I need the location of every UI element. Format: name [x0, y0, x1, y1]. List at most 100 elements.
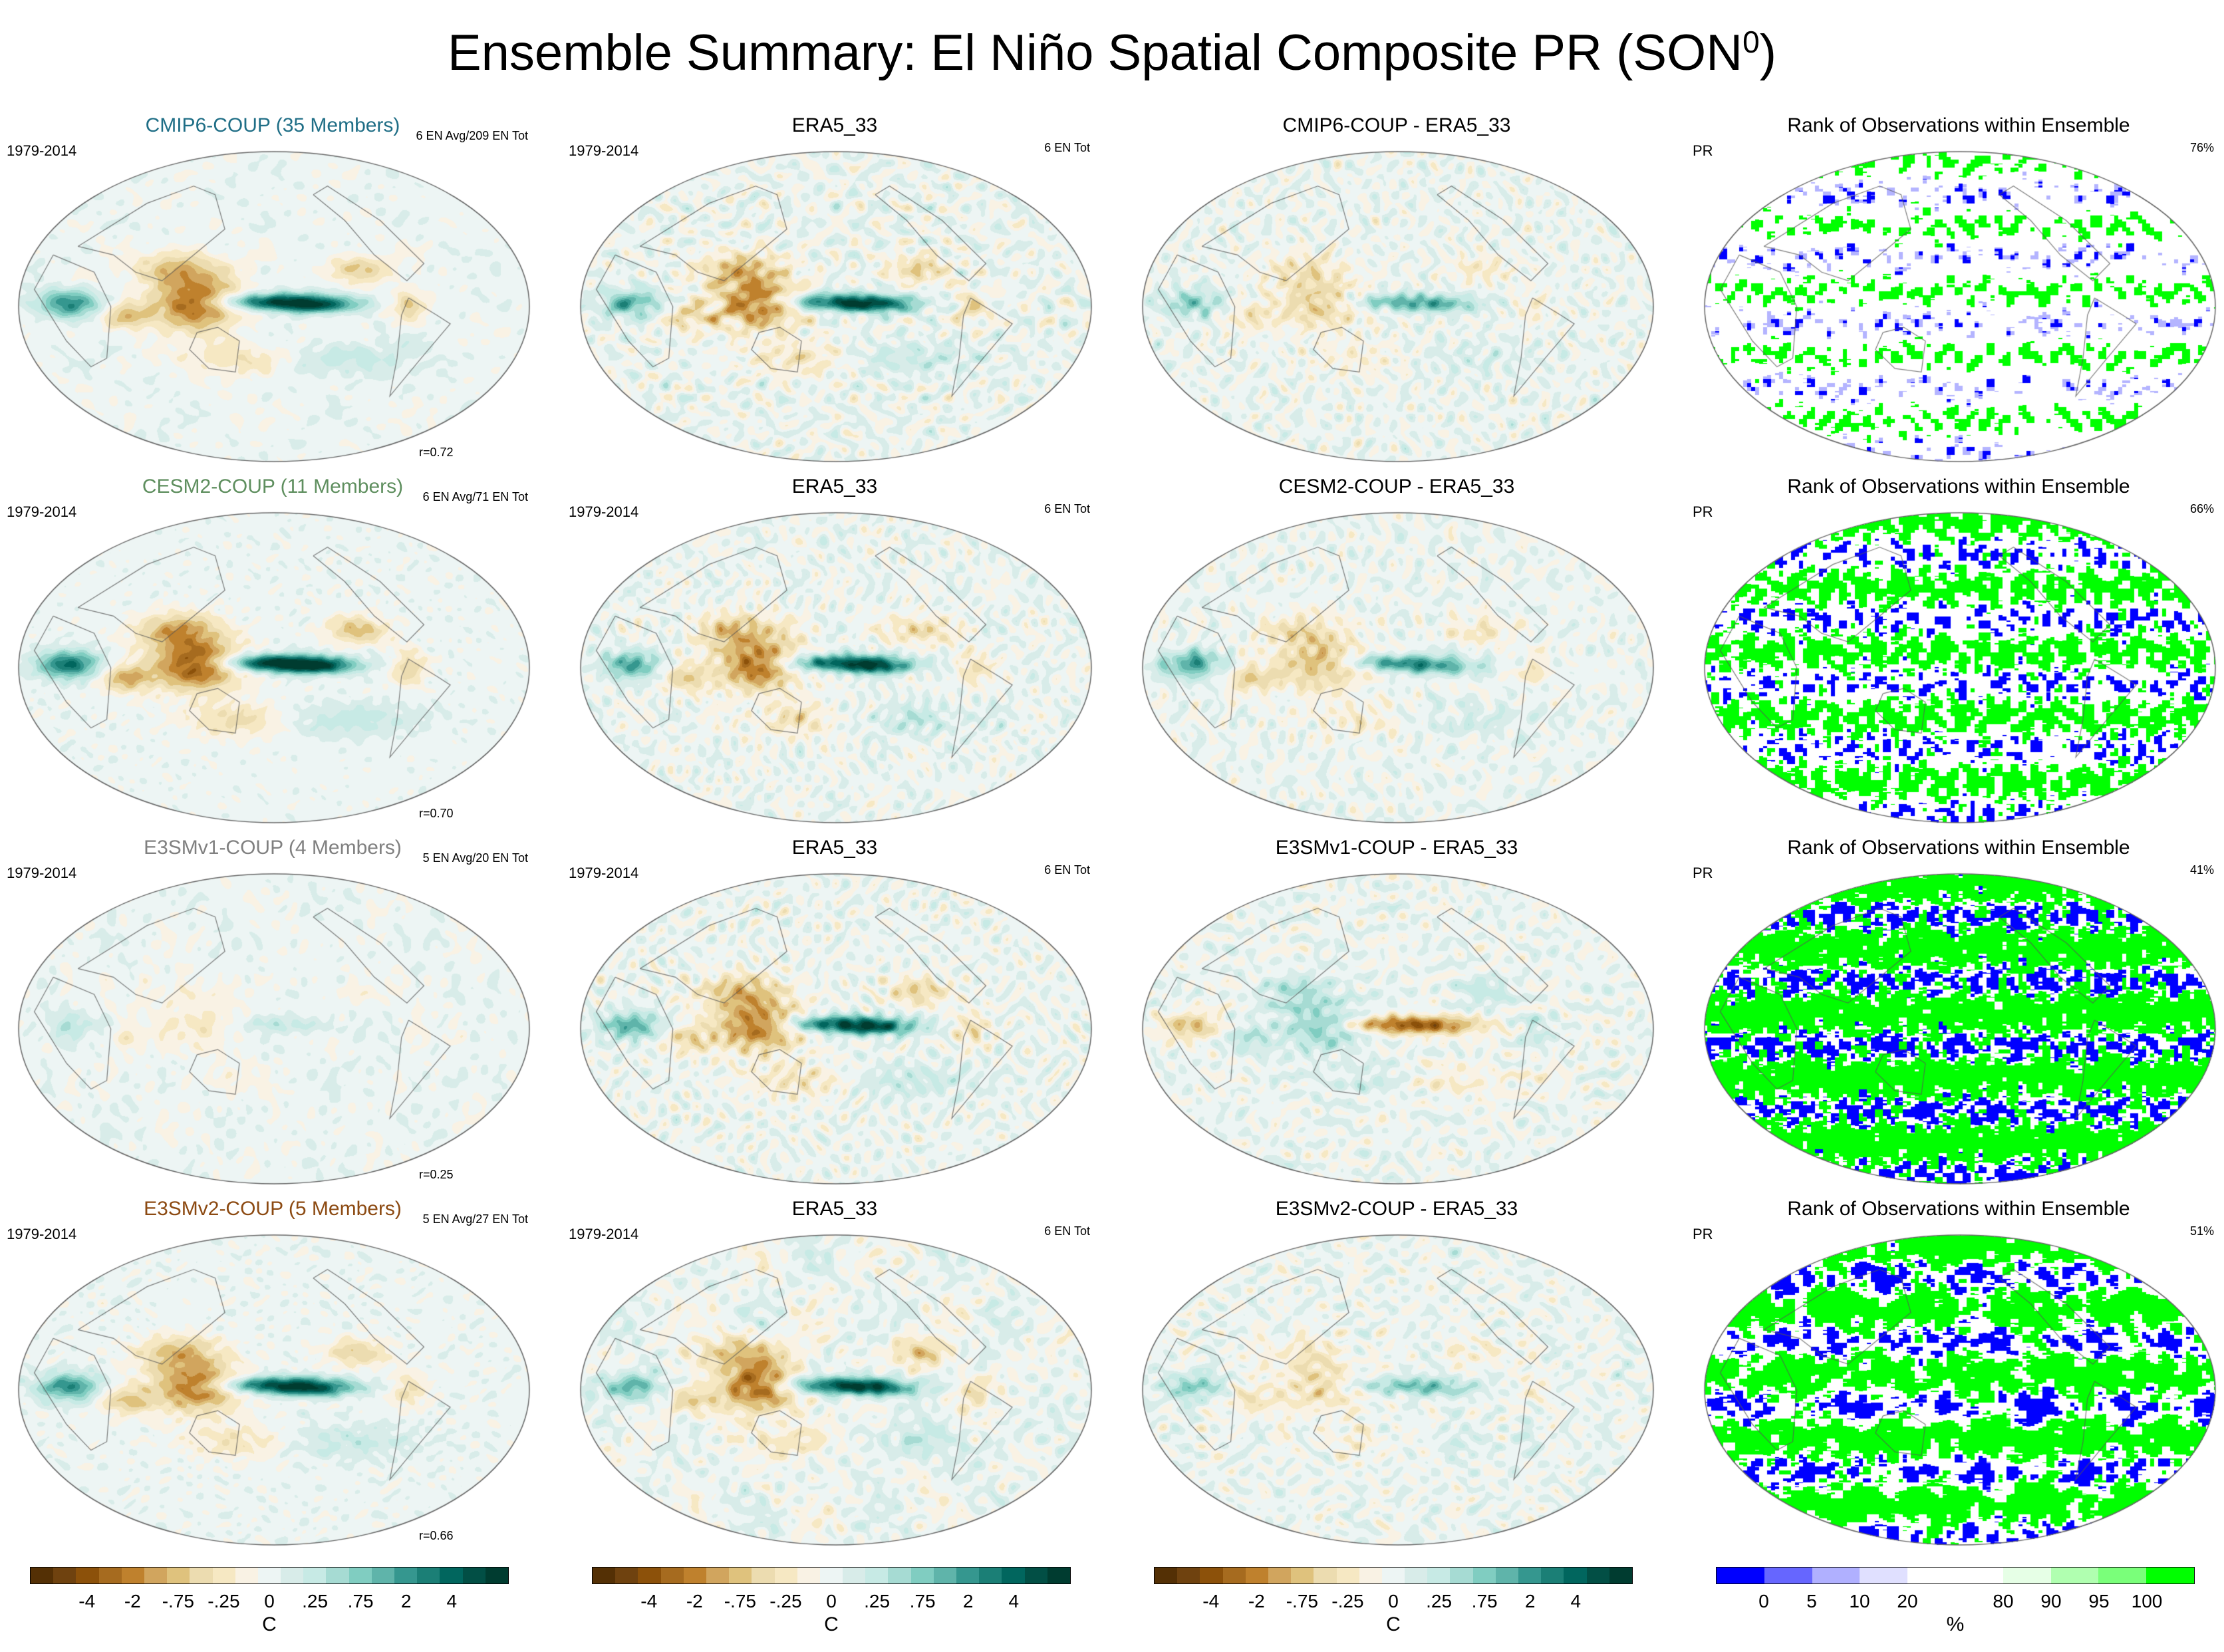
difference-panel-title: E3SMv2-COUP - ERA5_33 [1275, 1198, 1518, 1220]
model-panel-title: E3SMv2-COUP (5 Members) [144, 1198, 402, 1220]
colorbar-swatch [1717, 1568, 1764, 1583]
colorbar-tick-label: 2 [400, 1591, 412, 1611]
colorbar-unit-label: C [1386, 1613, 1401, 1635]
colorbar-swatch [1047, 1568, 1070, 1583]
panel-obs-row-2: ERA5_331979-20146 EN Tot [569, 474, 1101, 837]
colorbar-swatch [1586, 1568, 1609, 1583]
difference-panel-title: E3SMv1-COUP - ERA5_33 [1275, 837, 1518, 859]
colorbar-model: -4 -2 -.75 -.25 0 .25 .75 2 4 C [30, 1567, 509, 1647]
colorbar-swatch [281, 1568, 304, 1583]
obs-map [575, 870, 1097, 1188]
colorbar-swatch [235, 1568, 258, 1583]
colorbar-tick-label: 0 [264, 1591, 275, 1611]
colorbar-tick-label: 4 [446, 1591, 458, 1611]
colorbar-swatch [1291, 1568, 1314, 1583]
colorbar-swatch [979, 1568, 1002, 1583]
colorbar-tick-label: 20 [1897, 1591, 1918, 1611]
colorbar-swatch [1495, 1568, 1518, 1583]
colorbar-swatch [394, 1568, 418, 1583]
colorbar-tick-label: 0 [1388, 1591, 1399, 1611]
colorbar-unit-label: C [262, 1613, 277, 1635]
colorbar-swatch [417, 1568, 440, 1583]
colorbar-swatch [1812, 1568, 1860, 1583]
colorbar-tick-label: -4 [78, 1591, 96, 1611]
colorbar-swatch [706, 1568, 730, 1583]
colorbar-swatch [1222, 1568, 1246, 1583]
obs-panel-title: ERA5_33 [791, 837, 878, 859]
colorbar-tick-label: -.75 [1286, 1591, 1318, 1611]
colorbar-swatch [212, 1568, 235, 1583]
panel-model-row-2: CESM2-COUP (11 Members)1979-20146 EN Avg… [7, 474, 539, 837]
colorbar-tick-label: .25 [1426, 1591, 1453, 1611]
panel-event-count: 6 EN Avg/71 EN Tot [422, 490, 528, 503]
colorbar-obs: -4 -2 -.75 -.25 0 .25 .75 2 4 C [592, 1567, 1071, 1647]
colorbar-tick-label: .75 [1471, 1591, 1498, 1611]
colorbar-diff: -4 -2 -.75 -.25 0 .25 .75 2 4 C [1154, 1567, 1633, 1647]
colorbar-swatch [638, 1568, 661, 1583]
colorbar-swatch [1450, 1568, 1473, 1583]
colorbar-unit-label: % [1946, 1613, 1965, 1635]
colorbar-swatch [1381, 1568, 1405, 1583]
colorbar-swatch [797, 1568, 820, 1583]
colorbar-swatch [819, 1568, 843, 1583]
panel-diff-row-1: CMIP6-COUP - ERA5_33 [1131, 113, 1663, 476]
colorbar-swatch [121, 1568, 144, 1583]
colorbar-swatch [593, 1568, 616, 1583]
colorbar-swatch [167, 1568, 190, 1583]
rank-map [1699, 870, 2221, 1188]
colorbar-swatch [348, 1568, 372, 1583]
colorbar-swatch [1002, 1568, 1025, 1583]
colorbar-rank: 0 5 10 20 80 90 95 100% [1716, 1567, 2195, 1647]
colorbar-swatch [1245, 1568, 1268, 1583]
colorbar-swatch [1518, 1568, 1542, 1583]
model-panel-title: CMIP6-COUP (35 Members) [145, 114, 400, 136]
colorbar-tick-label: .75 [347, 1591, 374, 1611]
colorbar-boxes [1154, 1567, 1633, 1584]
colorbar-tick-label: 0 [826, 1591, 837, 1611]
colorbar-swatch [729, 1568, 752, 1583]
colorbar-swatch [910, 1568, 934, 1583]
colorbar-swatch [1564, 1568, 1587, 1583]
model-map [13, 1231, 535, 1549]
colorbar-tick-label: -4 [1202, 1591, 1220, 1611]
panel-event-count: 5 EN Avg/27 EN Tot [422, 1212, 528, 1226]
colorbar-tick-label: 100 [2131, 1591, 2163, 1611]
obs-panel-title: ERA5_33 [791, 1198, 878, 1220]
colorbar-swatch [774, 1568, 797, 1583]
panel-diff-row-2: CESM2-COUP - ERA5_33 [1131, 474, 1663, 837]
colorbar-swatch [1907, 1568, 1955, 1583]
panel-obs-row-1: ERA5_331979-20146 EN Tot [569, 113, 1101, 476]
colorbar-tick-label: 4 [1570, 1591, 1582, 1611]
colorbar-tick-label: -4 [640, 1591, 658, 1611]
colorbar-swatch [1609, 1568, 1632, 1583]
colorbar-swatch [2098, 1568, 2147, 1583]
colorbar-swatch [1955, 1568, 2003, 1583]
colorbar-tick-label: 90 [2040, 1591, 2062, 1611]
colorbar-swatch [1024, 1568, 1047, 1583]
colorbar-boxes [30, 1567, 509, 1584]
colorbar-tick-label: -.25 [769, 1591, 802, 1611]
figure-title-close: ) [1759, 25, 1777, 81]
colorbar-swatch [462, 1568, 486, 1583]
rank-map [1699, 509, 2221, 827]
panel-model-row-4: E3SMv2-COUP (5 Members)1979-20145 EN Avg… [7, 1196, 539, 1559]
panel-rank-row-1: Rank of Observations within EnsemblePR76… [1693, 113, 2224, 476]
colorbar-swatch [257, 1568, 281, 1583]
colorbar-swatch [303, 1568, 327, 1583]
colorbar-tick-label: 2 [1524, 1591, 1536, 1611]
colorbar-tick-label: .25 [864, 1591, 891, 1611]
colorbar-swatch [1427, 1568, 1451, 1583]
colorbar-swatch [2050, 1568, 2099, 1583]
panel-event-count: 5 EN Avg/20 EN Tot [422, 851, 528, 865]
obs-map [575, 148, 1097, 466]
panel-model-row-3: E3SMv1-COUP (4 Members)1979-20145 EN Avg… [7, 835, 539, 1198]
colorbar-swatch [1860, 1568, 1908, 1583]
colorbar-tick-label: -2 [686, 1591, 703, 1611]
model-map [13, 509, 535, 827]
colorbar-swatch [752, 1568, 775, 1583]
difference-panel-title: CESM2-COUP - ERA5_33 [1278, 476, 1515, 497]
colorbar-swatch [1336, 1568, 1359, 1583]
rank-panel-title: Rank of Observations within Ensemble [1787, 114, 2130, 136]
model-map [13, 148, 535, 466]
colorbar-swatch [2003, 1568, 2051, 1583]
